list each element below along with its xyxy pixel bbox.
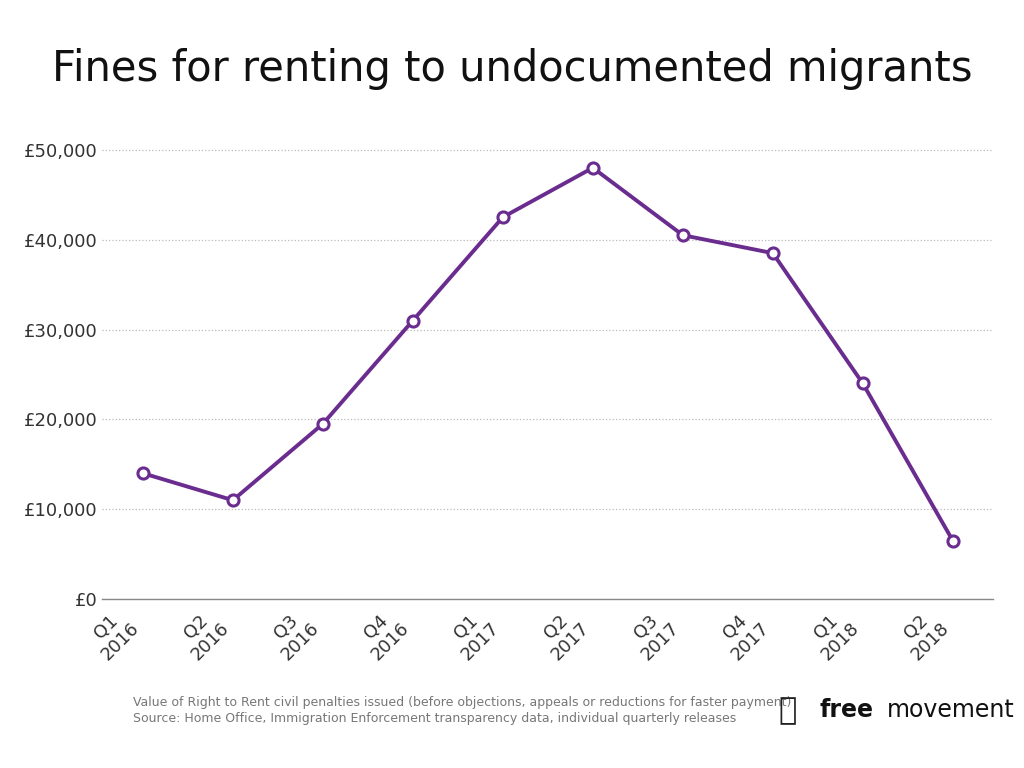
Text: Value of Right to Rent civil penalties issued (before objections, appeals or red: Value of Right to Rent civil penalties i…: [133, 697, 792, 709]
Text: Fines for renting to undocumented migrants: Fines for renting to undocumented migran…: [52, 48, 972, 90]
Text: 🦅: 🦅: [778, 696, 797, 725]
Text: free: free: [819, 698, 873, 723]
Text: Source: Home Office, Immigration Enforcement transparency data, individual quart: Source: Home Office, Immigration Enforce…: [133, 712, 736, 724]
Text: movement: movement: [887, 698, 1015, 723]
